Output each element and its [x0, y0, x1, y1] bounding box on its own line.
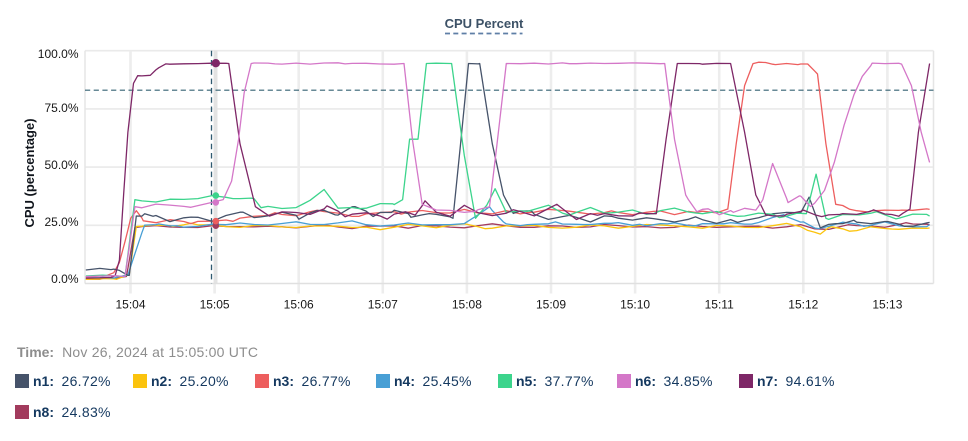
svg-text:15:12: 15:12: [788, 298, 818, 312]
svg-text:15:13: 15:13: [872, 298, 902, 312]
svg-text:15:06: 15:06: [284, 298, 314, 312]
svg-text:75.0%: 75.0%: [44, 101, 78, 115]
svg-text:15:07: 15:07: [368, 298, 398, 312]
svg-text:15:04: 15:04: [115, 298, 145, 312]
svg-text:100.0%: 100.0%: [38, 47, 79, 61]
svg-text:50.0%: 50.0%: [44, 158, 78, 172]
svg-text:25.0%: 25.0%: [44, 215, 78, 229]
svg-text:15:11: 15:11: [705, 298, 734, 312]
svg-text:15:09: 15:09: [536, 298, 566, 312]
svg-text:0.0%: 0.0%: [51, 272, 79, 286]
svg-text:15:05: 15:05: [200, 298, 230, 312]
svg-text:15:08: 15:08: [452, 298, 482, 312]
svg-text:15:10: 15:10: [620, 298, 650, 312]
